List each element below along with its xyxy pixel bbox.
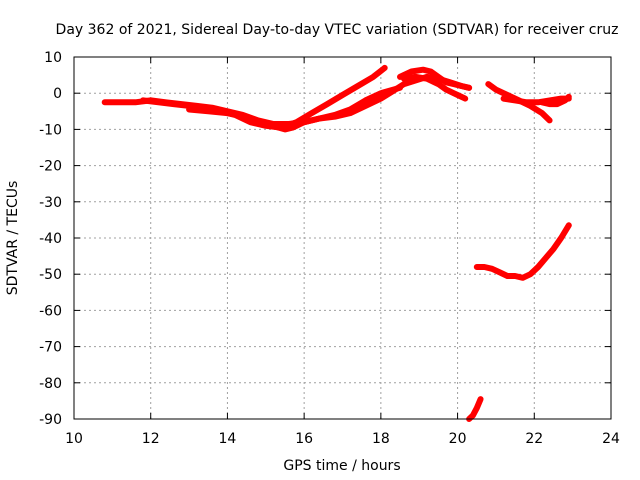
- series-arc-10: [466, 396, 484, 422]
- y-tick-label: 10: [44, 50, 62, 66]
- y-tick-label: -70: [39, 340, 62, 356]
- y-tick-label: -90: [39, 412, 62, 428]
- y-tick-label: -60: [39, 303, 62, 319]
- x-tick-label: 18: [372, 431, 390, 447]
- series-arc-3: [186, 84, 403, 133]
- y-tick-label: -10: [39, 122, 62, 138]
- x-tick-labels: 10 12 14 16 18 20 22 24: [65, 431, 620, 447]
- y-axis-label: SDTVAR / TECUs: [5, 181, 21, 296]
- y-tick-label: -50: [39, 267, 62, 283]
- series-arc-7: [500, 95, 572, 106]
- x-tick-label: 24: [602, 431, 620, 447]
- series-arc-5: [400, 73, 469, 102]
- y-tick-label: -40: [39, 231, 62, 247]
- x-tick-label: 14: [219, 431, 237, 447]
- series-arc-9: [473, 222, 572, 281]
- chart-title: Day 362 of 2021, Sidereal Day-to-day VTE…: [56, 22, 619, 38]
- series-group: [101, 64, 572, 422]
- tick-marks: [73, 56, 612, 420]
- y-tick-label: -30: [39, 195, 62, 211]
- series-arc-4: [397, 66, 473, 91]
- x-tick-label: 16: [295, 431, 313, 447]
- x-tick-label: 10: [65, 431, 83, 447]
- x-tick-label: 12: [142, 431, 160, 447]
- series-arc-8: [539, 93, 572, 108]
- y-tick-label: 0: [53, 86, 62, 102]
- series-arc-2: [140, 64, 388, 131]
- y-tick-labels: 10 0 -10 -20 -30 -40 -50 -60 -70 -80 -90: [39, 50, 62, 428]
- y-tick-label: -20: [39, 159, 62, 175]
- y-tick-label: -80: [39, 376, 62, 392]
- x-tick-label: 20: [449, 431, 467, 447]
- x-tick-label: 22: [525, 431, 543, 447]
- x-axis-label: GPS time / hours: [283, 458, 400, 474]
